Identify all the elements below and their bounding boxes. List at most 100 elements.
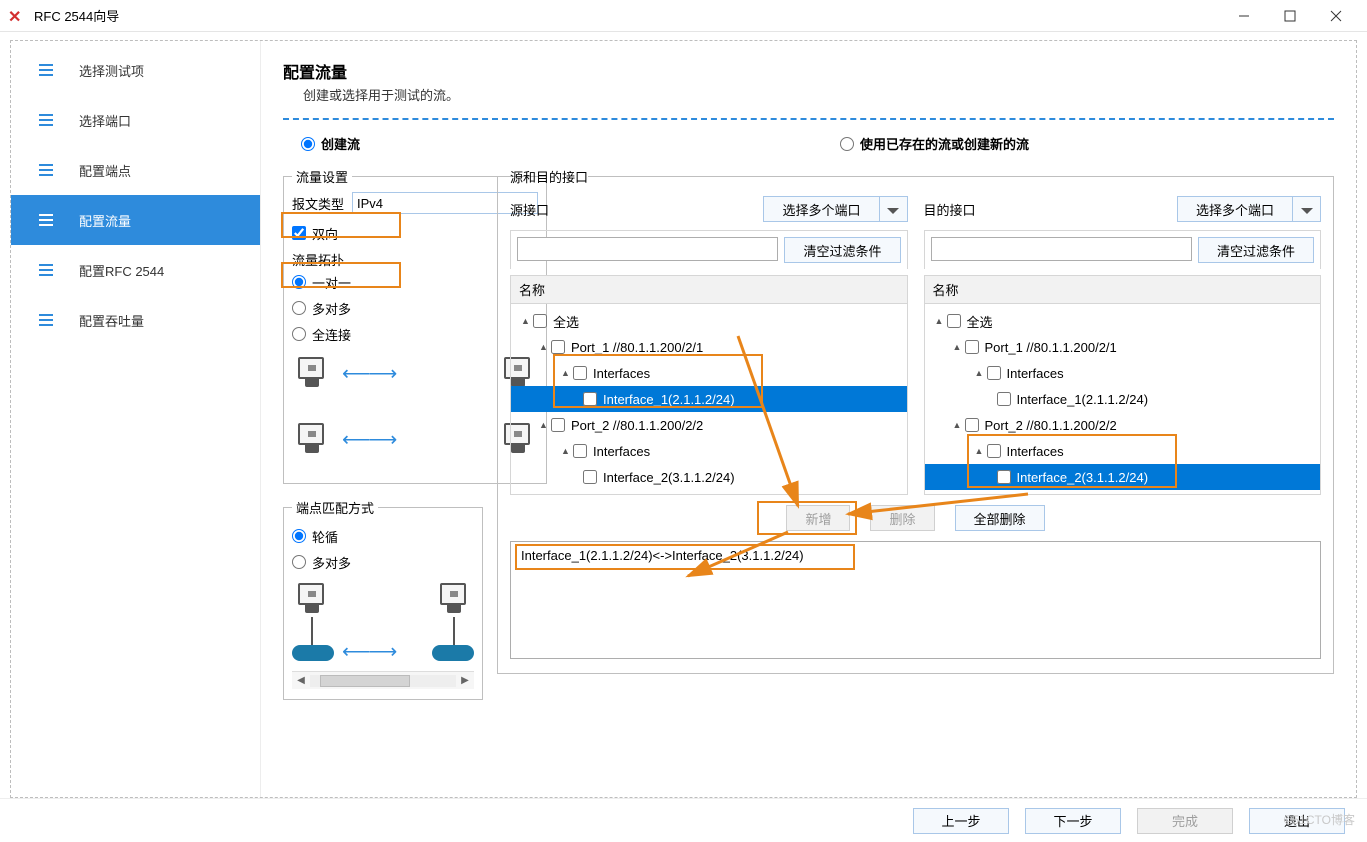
dest-panel: 目的接口 选择多个端口 清空过滤条件 名称 ▲ — [924, 196, 1322, 495]
existing-flow-radio[interactable] — [840, 137, 854, 151]
add-button[interactable]: 新增 — [786, 505, 850, 531]
sidebar-item-rfc2544[interactable]: 配置RFC 2544 — [11, 245, 260, 295]
ifaces-checkbox[interactable] — [987, 444, 1001, 458]
chevron-down-icon — [887, 208, 899, 214]
traffic-settings-legend: 流量设置 — [292, 167, 352, 186]
tree-node-port[interactable]: ▲Port_2 //80.1.1.200/2/2 — [925, 412, 1321, 438]
scroll-right-icon[interactable]: ▶ — [456, 675, 474, 686]
tree-node-all[interactable]: ▲全选 — [925, 308, 1321, 334]
expand-icon[interactable]: ▲ — [521, 316, 531, 326]
bidir-checkbox[interactable] — [292, 226, 306, 240]
tree-header: 名称 — [511, 276, 907, 304]
tree-node-ifaces[interactable]: ▲Interfaces — [925, 360, 1321, 386]
select-all-checkbox[interactable] — [533, 314, 547, 328]
delete-button[interactable]: 删除 — [870, 505, 934, 531]
menu-icon — [39, 314, 55, 326]
port-checkbox[interactable] — [551, 340, 565, 354]
sidebar-item-label: 配置RFC 2544 — [79, 261, 164, 280]
finish-button[interactable]: 完成 — [1137, 808, 1233, 834]
tree-node-iface[interactable]: Interface_1(2.1.1.2/24) — [925, 386, 1321, 412]
sidebar-item-ports[interactable]: 选择端口 — [11, 95, 260, 145]
clear-filter-button[interactable]: 清空过滤条件 — [784, 237, 900, 263]
tree-node-iface[interactable]: Interface_1(2.1.1.2/24) — [511, 386, 907, 412]
select-multi-ports-dropdown[interactable] — [1293, 196, 1321, 222]
expand-icon[interactable]: ▲ — [953, 420, 963, 430]
match-rr-radio[interactable] — [292, 529, 306, 543]
sidebar-item-label: 选择端口 — [79, 111, 131, 130]
menu-icon — [39, 214, 55, 226]
menu-icon — [39, 164, 55, 176]
expand-icon[interactable]: ▲ — [561, 368, 571, 378]
expand-icon[interactable]: ▲ — [953, 342, 963, 352]
left-settings-column: 流量设置 报文类型 双向 流量拓扑 一对一 多对多 全连接 — [283, 167, 483, 714]
tree-node-iface[interactable]: Interface_2(3.1.1.2/24) — [925, 464, 1321, 490]
match-nn-radio[interactable] — [292, 555, 306, 569]
port-checkbox[interactable] — [965, 340, 979, 354]
sidebar-item-throughput[interactable]: 配置吞吐量 — [11, 295, 260, 345]
match-diagram: ⟵⟶ — [292, 581, 474, 671]
expand-icon[interactable]: ▲ — [561, 446, 571, 456]
maximize-button[interactable] — [1267, 0, 1313, 32]
tree-node-ifaces[interactable]: ▲Interfaces — [925, 438, 1321, 464]
iface-checkbox[interactable] — [583, 470, 597, 484]
tree-node-iface[interactable]: Interface_2(3.1.1.2/24) — [511, 464, 907, 490]
topo-1to1-radio[interactable] — [292, 275, 306, 289]
iface-checkbox[interactable] — [997, 470, 1011, 484]
topo-nton-radio[interactable] — [292, 301, 306, 315]
iface-checkbox[interactable] — [583, 392, 597, 406]
dst-tree: 名称 ▲全选 ▲Port_1 //80.1.1.200/2/1 ▲Interfa… — [924, 275, 1322, 495]
sidebar-item-endpoints[interactable]: 配置端点 — [11, 145, 260, 195]
dst-filter-input[interactable] — [931, 237, 1192, 261]
expand-icon[interactable]: ▲ — [975, 368, 985, 378]
clear-filter-button[interactable]: 清空过滤条件 — [1198, 237, 1314, 263]
source-panel: 源接口 选择多个端口 清空过滤条件 名称 ▲全 — [510, 196, 908, 495]
tree-node-port[interactable]: ▲Port_1 //80.1.1.200/2/1 — [925, 334, 1321, 360]
ifaces-checkbox[interactable] — [573, 366, 587, 380]
horizontal-scrollbar[interactable]: ◀ ▶ — [292, 671, 474, 689]
close-button[interactable] — [1313, 0, 1359, 32]
page-subtitle: 创建或选择用于测试的流。 — [303, 85, 1334, 104]
tree-node-ifaces[interactable]: ▲Interfaces — [511, 360, 907, 386]
src-filter-input[interactable] — [517, 237, 778, 261]
expand-icon[interactable]: ▲ — [935, 316, 945, 326]
separator — [283, 118, 1334, 120]
scroll-left-icon[interactable]: ◀ — [292, 675, 310, 686]
select-multi-ports-button[interactable]: 选择多个端口 — [763, 196, 879, 222]
create-flow-radio[interactable] — [301, 137, 315, 151]
expand-icon[interactable]: ▲ — [539, 342, 549, 352]
expand-icon[interactable]: ▲ — [539, 420, 549, 430]
port-checkbox[interactable] — [551, 418, 565, 432]
topo-label: 全连接 — [312, 325, 351, 344]
tree-node-all[interactable]: ▲全选 — [511, 308, 907, 334]
iface-checkbox[interactable] — [997, 392, 1011, 406]
select-multi-ports-dropdown[interactable] — [880, 196, 908, 222]
select-multi-ports-button[interactable]: 选择多个端口 — [1177, 196, 1293, 222]
match-label: 多对多 — [312, 553, 351, 572]
topo-full-radio[interactable] — [292, 327, 306, 341]
existing-flow-label: 使用已存在的流或创建新的流 — [860, 134, 1029, 153]
tree-node-ifaces[interactable]: ▲Interfaces — [511, 438, 907, 464]
wizard-footer: 上一步 下一步 完成 退出 — [0, 798, 1367, 842]
delete-all-button[interactable]: 全部删除 — [955, 505, 1045, 531]
sidebar-item-label: 配置吞吐量 — [79, 311, 144, 330]
window-title: RFC 2544向导 — [34, 6, 1221, 25]
ifaces-checkbox[interactable] — [573, 444, 587, 458]
port-checkbox[interactable] — [965, 418, 979, 432]
src-dst-column: 源和目的接口 源接口 选择多个端口 清空过滤条件 — [497, 167, 1334, 714]
chevron-down-icon — [1301, 208, 1313, 214]
prev-button[interactable]: 上一步 — [913, 808, 1009, 834]
ifaces-checkbox[interactable] — [987, 366, 1001, 380]
next-button[interactable]: 下一步 — [1025, 808, 1121, 834]
minimize-button[interactable] — [1221, 0, 1267, 32]
tree-node-port[interactable]: ▲Port_2 //80.1.1.200/2/2 — [511, 412, 907, 438]
src-tree: 名称 ▲全选 ▲Port_1 //80.1.1.200/2/1 ▲Interfa… — [510, 275, 908, 495]
sidebar-item-traffic[interactable]: 配置流量 — [11, 195, 260, 245]
select-all-checkbox[interactable] — [947, 314, 961, 328]
expand-icon[interactable]: ▲ — [975, 446, 985, 456]
flow-mode-row: 创建流 使用已存在的流或创建新的流 — [283, 134, 1334, 153]
sidebar-item-tests[interactable]: 选择测试项 — [11, 45, 260, 95]
tree-node-port[interactable]: ▲Port_1 //80.1.1.200/2/1 — [511, 334, 907, 360]
create-flow-label: 创建流 — [321, 134, 360, 153]
match-label: 轮循 — [312, 527, 338, 546]
result-list[interactable]: Interface_1(2.1.1.2/24)<->Interface_2(3.… — [510, 541, 1321, 659]
